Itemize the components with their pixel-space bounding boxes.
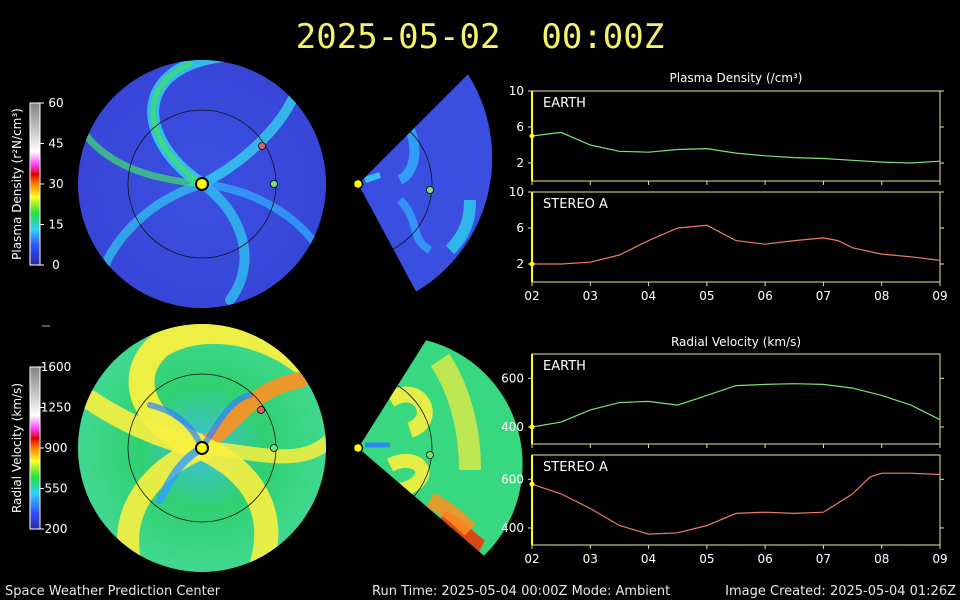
x-tick-label: 09 bbox=[932, 552, 947, 566]
velocity-chart-title: Radial Velocity (km/s) bbox=[671, 335, 801, 349]
velocity-ecliptic-disk bbox=[78, 324, 326, 572]
y-tick-label: 400 bbox=[501, 521, 524, 535]
panel-label: EARTH bbox=[543, 96, 586, 111]
x-tick-label: 05 bbox=[699, 289, 714, 303]
density-colorbar-tick-label: 45 bbox=[48, 137, 63, 151]
y-tick-label: 400 bbox=[501, 420, 524, 434]
velocity-colorbar-tick-label: 1250 bbox=[41, 401, 72, 415]
panel-frame bbox=[531, 191, 941, 283]
y-tick-label: 6 bbox=[516, 120, 524, 134]
series-line bbox=[532, 224, 941, 265]
series-start-point bbox=[529, 133, 535, 139]
x-tick-label: 02 bbox=[524, 289, 539, 303]
datetime-title: 2025-05-02 00:00Z bbox=[296, 17, 664, 57]
x-tick-label: 08 bbox=[874, 289, 889, 303]
series-line bbox=[531, 383, 941, 428]
x-tick-label: 02 bbox=[524, 552, 539, 566]
time-series-panels: EARTH 2 6 10 STEREO A 2 6 10 02 03 04 05 06 07 08 09 EAR… bbox=[501, 84, 948, 566]
velocity-colorbar-tick-label: 200 bbox=[45, 522, 68, 536]
y-tick-label: 600 bbox=[501, 472, 524, 486]
x-tick-label: 04 bbox=[641, 289, 656, 303]
density-meridional-wedge bbox=[352, 73, 493, 293]
series-line bbox=[531, 472, 941, 535]
density-colorbar-label: Plasma Density (r²N/cm³) bbox=[10, 108, 24, 260]
x-tick-label: 03 bbox=[583, 289, 598, 303]
series-start-point bbox=[529, 261, 535, 267]
density-colorbar-tick-label: 60 bbox=[48, 96, 63, 110]
stereo-a-marker bbox=[258, 142, 266, 150]
series-start-point bbox=[529, 424, 535, 430]
velocity-colorbar-tick-label: 900 bbox=[45, 441, 68, 455]
y-tick-label: 10 bbox=[509, 185, 524, 199]
x-tick-label: 06 bbox=[758, 552, 773, 566]
panel-frame bbox=[531, 454, 941, 546]
footer-image-created: Image Created: 2025-05-04 01:26Z bbox=[725, 584, 956, 599]
footer-run-info: Run Time: 2025-05-04 00:00Z Mode: Ambien… bbox=[372, 584, 671, 599]
velocity-colorbar-label: Radial Velocity (km/s) bbox=[10, 383, 24, 513]
panel-frame bbox=[531, 353, 941, 445]
earth-marker bbox=[270, 180, 278, 188]
x-tick-label: 07 bbox=[816, 552, 831, 566]
x-tick-label: 03 bbox=[583, 552, 598, 566]
x-tick-label: 05 bbox=[699, 552, 714, 566]
panel-stereo-a: STEREO A 2 6 10 02 03 04 05 06 07 08 09 bbox=[509, 185, 948, 303]
panel-earth: EARTH 400 600 bbox=[501, 353, 944, 448]
panel-label: STEREO A bbox=[543, 460, 608, 475]
velocity-meridional-wedge bbox=[352, 339, 524, 557]
velocity-colorbar: 1600 1250 900 550 200 Radial Velocity (km/s) bbox=[10, 360, 71, 536]
velocity-colorbar-tick-label: 1600 bbox=[41, 360, 72, 374]
y-tick-label: 2 bbox=[516, 156, 524, 170]
density-chart-title: Plasma Density (/cm³) bbox=[670, 71, 803, 85]
density-colorbar-tick-label: 15 bbox=[48, 218, 63, 232]
series-start-point bbox=[529, 481, 535, 487]
y-tick-label: 6 bbox=[516, 221, 524, 235]
panel-earth: EARTH 2 6 10 bbox=[509, 84, 944, 185]
density-ecliptic-disk bbox=[78, 60, 326, 308]
y-tick-label: 2 bbox=[516, 257, 524, 271]
panel-label: EARTH bbox=[543, 359, 586, 374]
footer-center-name: Space Weather Prediction Center bbox=[5, 584, 221, 599]
x-tick-label: 09 bbox=[932, 289, 947, 303]
series-line bbox=[531, 131, 941, 164]
panel-label: STEREO A bbox=[543, 197, 608, 212]
density-colorbar-tick-label: 30 bbox=[48, 177, 63, 191]
density-colorbar: 60 45 30 15 0 Plasma Density (r²N/cm³) bbox=[10, 96, 64, 272]
density-colorbar-tick-label: 0 bbox=[52, 258, 60, 272]
y-tick-label: 600 bbox=[501, 371, 524, 385]
y-tick-label: 10 bbox=[509, 84, 524, 98]
panel-stereo-a: STEREO A 400 600 02 03 04 05 06 07 08 09 bbox=[501, 454, 948, 566]
velocity-colorbar-tick-label: 550 bbox=[45, 482, 68, 496]
x-tick-label: 06 bbox=[758, 289, 773, 303]
x-tick-label: 08 bbox=[874, 552, 889, 566]
panel-frame bbox=[531, 90, 941, 182]
x-tick-label: 04 bbox=[641, 552, 656, 566]
x-tick-label: 07 bbox=[816, 289, 831, 303]
